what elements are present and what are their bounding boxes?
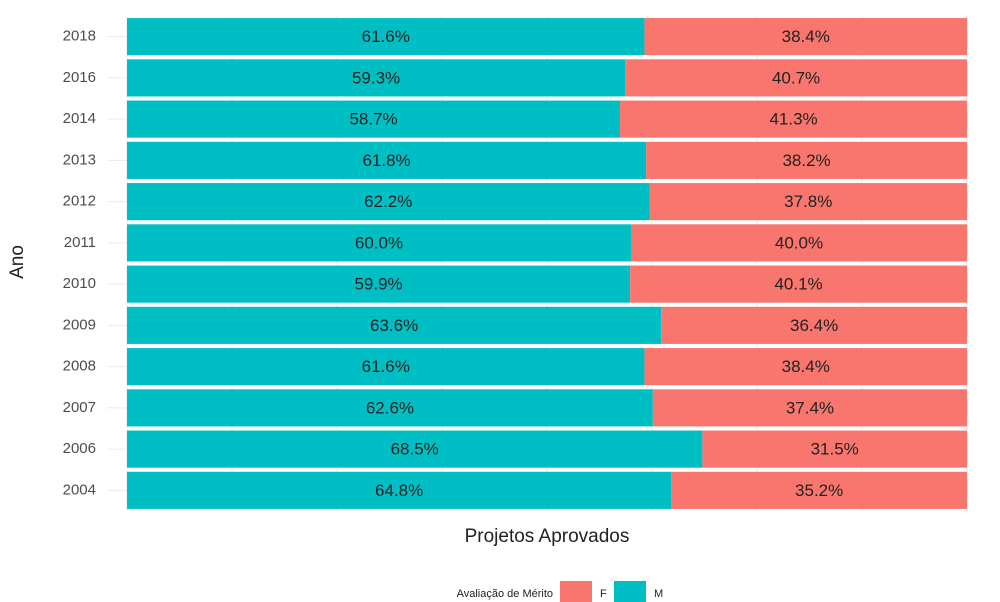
bar-segment: [644, 348, 967, 386]
y-tick-label: 2012: [63, 193, 96, 210]
bar-segment: [649, 183, 967, 221]
data-label: 63.6%: [370, 316, 418, 335]
y-tick-label: 2004: [63, 481, 96, 498]
data-label: 61.6%: [362, 357, 410, 376]
bar-segment: [127, 18, 645, 56]
data-label: 61.6%: [362, 27, 410, 46]
data-label: 61.8%: [362, 151, 410, 170]
bar-segment: [620, 100, 967, 138]
bar-segment: [127, 430, 703, 468]
bar-segment: [625, 59, 967, 97]
bar-segment: [127, 224, 631, 262]
data-label: 62.2%: [364, 192, 412, 211]
y-tick-label: 2010: [63, 275, 96, 292]
data-label: 58.7%: [349, 110, 397, 129]
data-label: 40.7%: [772, 68, 820, 87]
data-label: 37.4%: [786, 398, 834, 417]
data-label: 35.2%: [795, 481, 843, 500]
y-tick-label: 2008: [63, 358, 96, 375]
bar-segment: [127, 183, 650, 221]
bar-segment: [646, 141, 967, 179]
bar-segment: [661, 306, 967, 344]
bar-segment: [671, 471, 967, 509]
bar-segment: [127, 265, 631, 303]
data-label: 64.8%: [375, 481, 423, 500]
legend-key: [560, 581, 592, 602]
bar-segment: [127, 389, 653, 427]
y-tick-label: 2014: [63, 110, 96, 127]
data-label: 59.9%: [354, 275, 402, 294]
data-label: 68.5%: [391, 440, 439, 459]
legend-title: Avaliação de Mérito: [457, 588, 553, 600]
data-label: 40.0%: [775, 233, 823, 252]
y-tick-label: 2006: [63, 440, 96, 457]
data-label: 38.2%: [782, 151, 830, 170]
bar-segment: [631, 224, 967, 262]
y-tick-label: 2016: [63, 69, 96, 86]
bar-segment: [644, 18, 967, 56]
bar-segment: [702, 430, 967, 468]
bar-segment: [127, 471, 672, 509]
legend-label: F: [600, 588, 607, 600]
legend-label: M: [654, 588, 663, 600]
data-label: 60.0%: [355, 233, 403, 252]
data-label: 62.6%: [366, 398, 414, 417]
bar-segment: [127, 59, 626, 97]
data-label: 36.4%: [790, 316, 838, 335]
bar-segment: [127, 348, 645, 386]
bar-segment: [127, 306, 662, 344]
y-tick-label: 2013: [63, 151, 96, 168]
bar-segment: [630, 265, 967, 303]
data-label: 31.5%: [811, 440, 859, 459]
data-label: 38.4%: [782, 27, 830, 46]
bar-segment: [127, 141, 647, 179]
data-label: 38.4%: [782, 357, 830, 376]
legend-key: [614, 581, 646, 602]
data-label: 37.8%: [784, 192, 832, 211]
y-tick-label: 2011: [64, 234, 96, 251]
y-axis-label: Ano: [7, 245, 28, 279]
y-tick-label: 2007: [63, 399, 96, 416]
data-label: 59.3%: [352, 68, 400, 87]
y-tick-label: 2018: [63, 28, 96, 45]
x-axis-label: Projetos Aprovados: [465, 526, 630, 547]
bar-segment: [652, 389, 967, 427]
bar-segment: [127, 100, 621, 138]
data-label: 41.3%: [769, 110, 817, 129]
y-tick-label: 2009: [63, 316, 96, 333]
data-label: 40.1%: [774, 275, 822, 294]
